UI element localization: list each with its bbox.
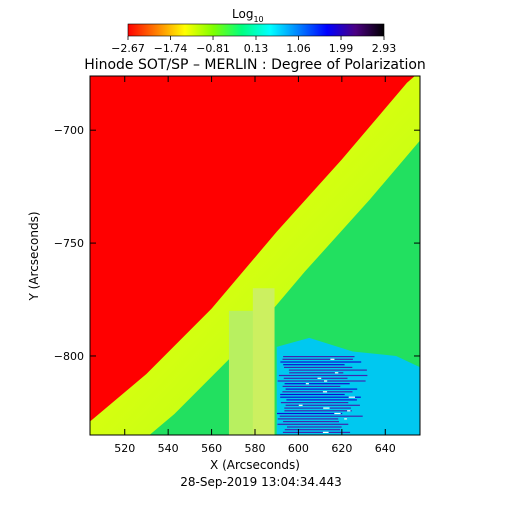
polarization-streak xyxy=(284,407,351,409)
polarization-streak xyxy=(282,385,341,387)
heatmap-image xyxy=(90,76,420,435)
polarization-streak xyxy=(282,358,353,360)
polarization-streak xyxy=(279,415,363,417)
x-tick-label: 540 xyxy=(158,442,179,455)
polarization-streak xyxy=(277,418,339,420)
polarization-streak xyxy=(280,402,349,404)
polarization-streak xyxy=(323,407,330,409)
polarization-streak xyxy=(285,404,360,406)
polarization-streak xyxy=(283,356,355,358)
x-tick-label: 560 xyxy=(201,442,222,455)
polarization-streak xyxy=(283,364,345,366)
polarization-streak xyxy=(277,412,343,415)
polarization-streak xyxy=(334,372,339,374)
polarization-streak xyxy=(283,377,348,379)
polarization-streak xyxy=(322,431,329,433)
polarization-streak xyxy=(347,410,351,412)
y-tick-label: −800 xyxy=(54,350,84,363)
polarization-streak xyxy=(280,396,361,398)
polarization-streak xyxy=(288,369,367,371)
colorbar-tick-label: 1.06 xyxy=(286,42,311,55)
polarization-streak xyxy=(330,358,335,360)
polarization-streak xyxy=(348,396,356,398)
colorbar-tick-label: 0.13 xyxy=(244,42,269,55)
polarization-streak xyxy=(277,380,366,382)
x-tick-label: 640 xyxy=(375,442,396,455)
colorbar-tick-label: −0.81 xyxy=(196,42,230,55)
x-tick-label: 600 xyxy=(288,442,309,455)
polarization-streak xyxy=(286,399,357,401)
colorbar-tick-label: 1.99 xyxy=(329,42,354,55)
colorbar-tick-label: 2.93 xyxy=(372,42,397,55)
polarization-streak xyxy=(285,388,358,390)
y-axis: −700 −750 −800 xyxy=(54,124,420,363)
polarization-streak xyxy=(282,391,353,393)
polarization-streak xyxy=(282,431,351,433)
high-polarization-streaks xyxy=(277,356,368,435)
x-axis-label: X (Arcseconds) xyxy=(210,458,300,472)
polarization-streak xyxy=(324,380,328,382)
polarization-streak xyxy=(284,410,352,412)
x-tick-label: 580 xyxy=(245,442,266,455)
polarization-streak xyxy=(322,391,328,393)
vertical-stripe xyxy=(228,310,255,435)
polarization-streak xyxy=(344,418,347,420)
x-tick-label: 620 xyxy=(331,442,352,455)
y-tick-label: −750 xyxy=(54,237,84,250)
vertical-stripe xyxy=(252,288,275,435)
colorbar-ticks: −2.67 −1.74 −0.81 0.13 1.06 1.99 2.93 xyxy=(111,36,396,55)
polarization-streak xyxy=(280,393,345,396)
polarization-streak xyxy=(277,423,349,425)
y-axis-label: Y (Arcseconds) xyxy=(27,211,41,301)
polarization-streak xyxy=(284,366,353,368)
chart-title: Hinode SOT/SP – MERLIN : Degree of Polar… xyxy=(84,57,426,73)
colorbar xyxy=(127,23,385,37)
x-tick-label: 520 xyxy=(114,442,135,455)
polarization-streak xyxy=(287,426,342,428)
timestamp: 28-Sep-2019 13:04:34.443 xyxy=(180,475,342,489)
y-tick-label: −700 xyxy=(54,124,84,137)
polarization-streak xyxy=(298,404,303,406)
colorbar-label: Log10 xyxy=(232,7,264,24)
polarization-streak xyxy=(278,374,368,377)
colorbar-tick-label: −2.67 xyxy=(111,42,145,55)
polarization-streak xyxy=(317,377,322,379)
x-axis: 520 540 560 580 600 620 640 xyxy=(114,76,396,455)
polarization-streak xyxy=(289,372,344,374)
polarization-streak xyxy=(284,429,341,431)
polarization-streak xyxy=(280,361,362,363)
colorbar-tick-label: −1.74 xyxy=(154,42,188,55)
polarization-streak xyxy=(334,412,341,415)
polarization-streak xyxy=(283,421,339,423)
polarization-streak xyxy=(284,383,350,385)
polarization-streak xyxy=(305,383,309,385)
